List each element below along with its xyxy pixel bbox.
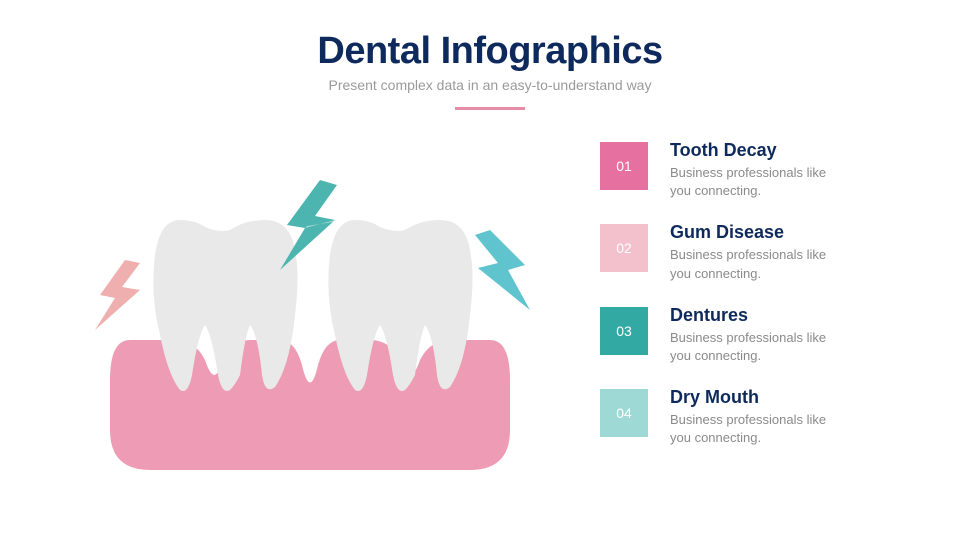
page-title: Dental Infographics [0,30,980,73]
header: Dental Infographics Present complex data… [0,0,980,110]
tooth-right [325,215,475,395]
item-badge-04: 04 [600,389,648,437]
item-text-block: Dentures Business professionals like you… [648,305,850,365]
item-title: Gum Disease [670,222,850,243]
item-desc: Business professionals like you connecti… [670,411,850,447]
item-badge-02: 02 [600,224,648,272]
item-badge-01: 01 [600,142,648,190]
list-item: 02 Gum Disease Business professionals li… [600,222,920,282]
item-title: Tooth Decay [670,140,850,161]
item-text-block: Tooth Decay Business professionals like … [648,140,850,200]
list-item: 03 Dentures Business professionals like … [600,305,920,365]
item-text-block: Dry Mouth Business professionals like yo… [648,387,850,447]
item-title: Dry Mouth [670,387,850,408]
item-badge-03: 03 [600,307,648,355]
list-item: 01 Tooth Decay Business professionals li… [600,140,920,200]
bolt-icon-left [90,260,150,330]
bolt-icon-middle [275,180,345,270]
bolt-icon-right [470,230,535,310]
list-item: 04 Dry Mouth Business professionals like… [600,387,920,447]
item-title: Dentures [670,305,850,326]
teeth-illustration [80,160,560,490]
item-desc: Business professionals like you connecti… [670,246,850,282]
content-row: 01 Tooth Decay Business professionals li… [0,110,980,490]
item-text-block: Gum Disease Business professionals like … [648,222,850,282]
item-list: 01 Tooth Decay Business professionals li… [560,130,920,470]
item-desc: Business professionals like you connecti… [670,164,850,200]
page-subtitle: Present complex data in an easy-to-under… [0,77,980,93]
item-desc: Business professionals like you connecti… [670,329,850,365]
